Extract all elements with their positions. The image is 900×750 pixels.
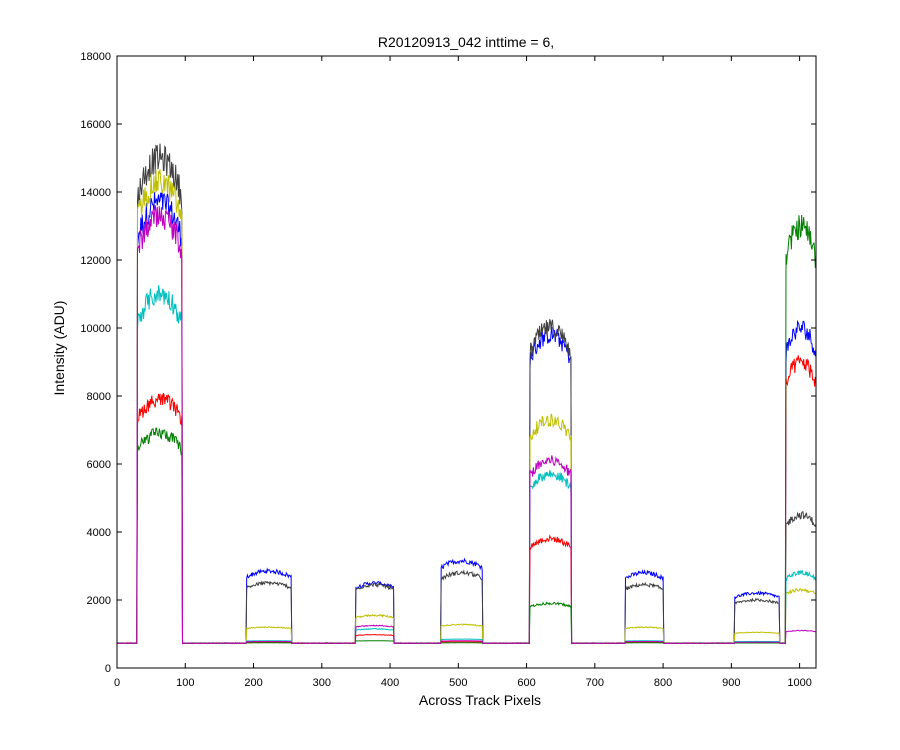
x-axis: 0 100 200 300 400 500 600 700 800 900 1000: [114, 56, 812, 689]
plot-frame: [116, 55, 817, 669]
x-tick-label: 600: [517, 677, 535, 689]
y-tick-label: 6000: [87, 459, 111, 471]
y-tick-label: 2000: [87, 595, 111, 607]
y-tick-label: 10000: [80, 323, 111, 335]
plot-background: [117, 56, 816, 668]
y-tick-label: 16000: [80, 119, 111, 131]
x-tick-label: 1000: [787, 677, 811, 689]
x-tick-label: 400: [381, 677, 399, 689]
x-tick-label: 200: [244, 677, 262, 689]
y-tick-label: 12000: [80, 255, 111, 267]
x-axis-label: Across Track Pixels: [419, 692, 541, 708]
x-tick-label: 0: [114, 677, 120, 689]
y-axis-label: Intensity (ADU): [51, 301, 67, 396]
y-tick-label: 18000: [80, 51, 111, 63]
series-layer: [116, 143, 817, 645]
y-tick-label: 14000: [80, 187, 111, 199]
x-tick-label: 300: [313, 677, 331, 689]
series-line-6: [116, 205, 817, 645]
x-tick-label: 800: [654, 677, 672, 689]
x-tick-label: 700: [586, 677, 604, 689]
y-axis: 0 2000 4000 6000 8000 10000 12000 14000 16000 180…: [80, 51, 816, 675]
x-tick-label: 900: [722, 677, 740, 689]
chart-title: R20120913_042 inttime = 6,: [378, 34, 554, 50]
y-tick-label: 0: [105, 663, 111, 675]
y-tick-label: 8000: [87, 391, 111, 403]
x-tick-label: 100: [176, 677, 194, 689]
x-tick-label: 500: [449, 677, 467, 689]
y-tick-label: 4000: [87, 527, 111, 539]
